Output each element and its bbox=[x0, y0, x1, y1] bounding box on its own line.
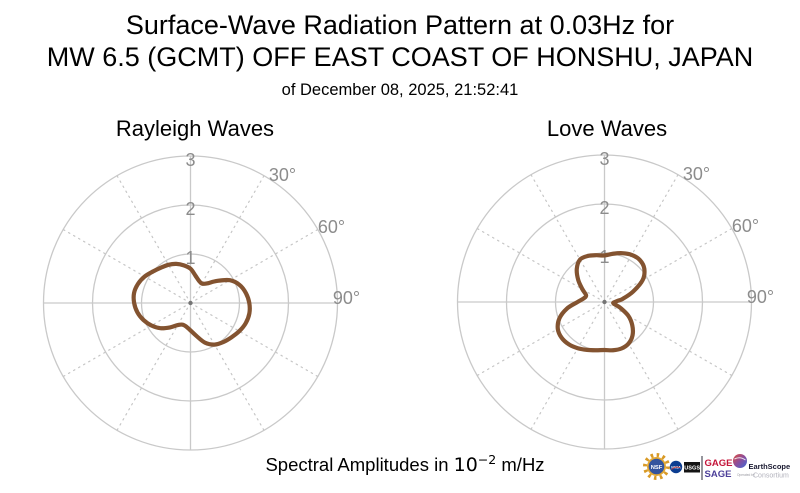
grid-spoke bbox=[530, 306, 603, 430]
nsf-label: NSF bbox=[651, 465, 663, 471]
grid-spoke bbox=[609, 227, 733, 300]
rayleigh-radiation-curve bbox=[131, 261, 252, 347]
earthscope-sphere bbox=[733, 454, 747, 468]
grid-spoke bbox=[476, 304, 600, 377]
grid-spoke bbox=[606, 174, 679, 298]
figure-title-line-1: Surface-Wave Radiation Pattern at 0.03Hz… bbox=[125, 10, 675, 40]
grid-spoke bbox=[192, 175, 265, 299]
angle-tick-label: 30° bbox=[683, 164, 710, 184]
angle-tick-label: 60° bbox=[318, 217, 345, 237]
gage-logo-text: GAGE bbox=[705, 458, 733, 469]
grid-spoke bbox=[192, 307, 265, 431]
radial-tick-label: 2 bbox=[599, 198, 609, 218]
grid-spoke bbox=[606, 306, 679, 430]
earthscope-operated-by: Operated by bbox=[737, 473, 755, 477]
rayleigh-plot-title: Rayleigh Waves bbox=[115, 116, 275, 141]
radial-tick-label: 2 bbox=[185, 199, 195, 219]
earthscope-consortium: Consortium bbox=[753, 473, 789, 480]
caption-exponent: −2 bbox=[477, 451, 497, 467]
love-radiation-curve bbox=[555, 251, 647, 353]
angle-tick-label: 30° bbox=[269, 165, 296, 185]
grid-spoke bbox=[116, 175, 189, 299]
radial-tick-label: 1 bbox=[185, 248, 195, 268]
grid-spoke bbox=[62, 305, 186, 378]
center-dot bbox=[188, 300, 193, 306]
caption-prefix: Spectral Amplitudes in bbox=[265, 454, 454, 475]
angle-tick-label: 60° bbox=[732, 216, 759, 236]
rayleigh-polar-plot: 1 2 3 30° 60° 90° bbox=[42, 150, 360, 451]
nasa-logo: NASA bbox=[669, 460, 683, 474]
grid-spoke bbox=[530, 174, 603, 298]
figure-title-date-line: of December 08, 2025, 21:52:41 bbox=[281, 81, 519, 99]
love-plot-title: Love Waves bbox=[546, 116, 668, 141]
nsf-globe bbox=[648, 458, 665, 475]
earthscope-name: EarthScope bbox=[749, 462, 791, 471]
figure-title-line-2: MW 6.5 (GCMT) OFF EAST COAST OF HONSHU, … bbox=[46, 42, 754, 72]
usgs-label: USGS bbox=[684, 466, 700, 472]
radial-tick-label: 3 bbox=[599, 149, 609, 169]
caption-suffix: m/Hz bbox=[496, 454, 545, 475]
grid-spoke bbox=[116, 307, 189, 431]
nasa-swoosh bbox=[671, 466, 681, 470]
caption-base-number: 10 bbox=[453, 454, 478, 476]
grid-spoke bbox=[476, 227, 600, 300]
sage-logo-text: SAGE bbox=[705, 469, 732, 480]
grid-spoke bbox=[195, 305, 319, 378]
amplitude-units-caption: Spectral Amplitudes in 10−2 m/Hz bbox=[0, 452, 800, 478]
center-dot bbox=[602, 299, 607, 305]
grid-spoke bbox=[62, 228, 186, 301]
angle-tick-label: 90° bbox=[747, 287, 774, 307]
earthscope-swirl bbox=[734, 457, 746, 461]
usgs-logo: USGS bbox=[684, 462, 700, 473]
grid-spoke bbox=[195, 228, 319, 301]
radial-tick-label: 3 bbox=[185, 150, 195, 170]
nsf-logo: NSF bbox=[643, 453, 670, 480]
nasa-label: NASA bbox=[671, 466, 681, 470]
usgs-box bbox=[684, 462, 700, 473]
sponsor-logo-strip: NSF NASA USGS GAGE SAGE EarthScope Opera… bbox=[643, 453, 790, 480]
nsf-starburst bbox=[643, 453, 670, 480]
angle-tick-label: 90° bbox=[333, 288, 360, 308]
earthscope-logo: EarthScope Operated by Consortium bbox=[733, 454, 790, 480]
